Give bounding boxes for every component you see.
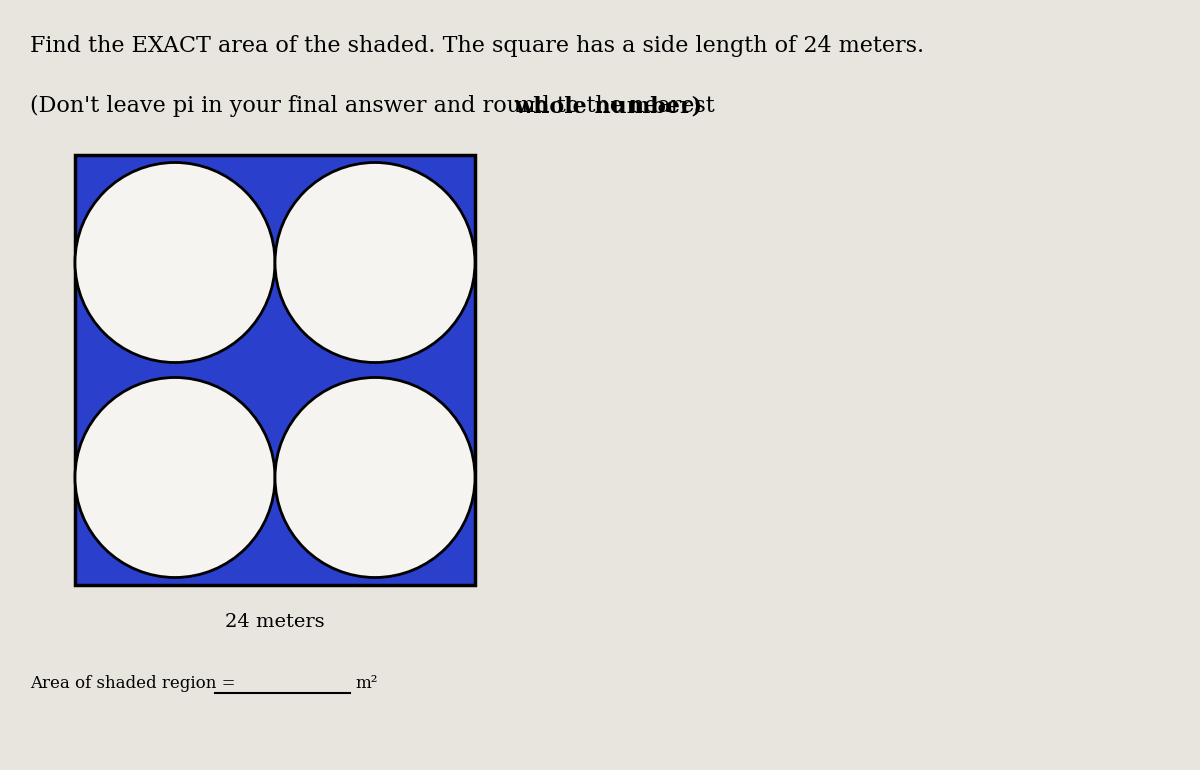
Circle shape xyxy=(275,377,475,578)
Text: (Don't leave pi in your final answer and round to the nearest: (Don't leave pi in your final answer and… xyxy=(30,95,722,117)
Circle shape xyxy=(275,162,475,363)
Circle shape xyxy=(74,377,275,578)
Text: 24 meters: 24 meters xyxy=(226,613,325,631)
Circle shape xyxy=(74,162,275,363)
Bar xyxy=(74,155,475,585)
Text: Find the EXACT area of the shaded. The square has a side length of 24 meters.: Find the EXACT area of the shaded. The s… xyxy=(30,35,924,57)
Text: whole number): whole number) xyxy=(514,95,702,117)
Text: Area of shaded region =: Area of shaded region = xyxy=(30,675,241,692)
Text: m²: m² xyxy=(355,675,377,692)
